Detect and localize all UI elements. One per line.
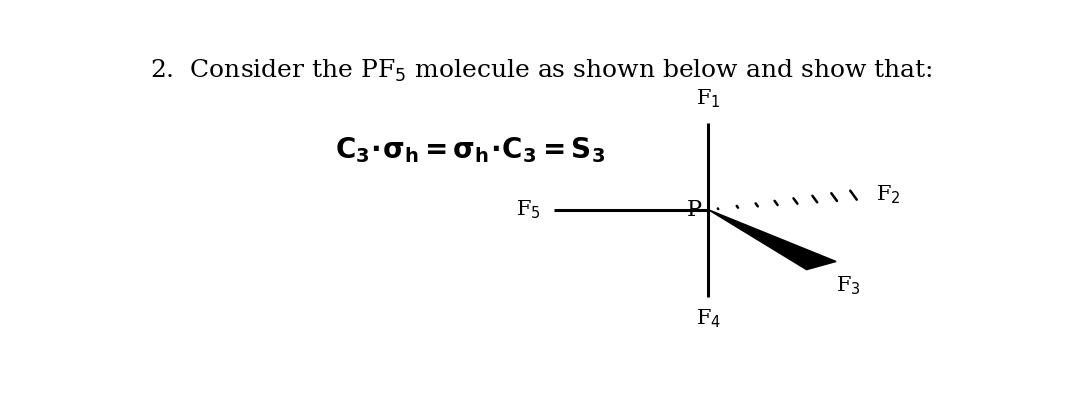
Polygon shape	[708, 210, 836, 270]
Text: F$_1$: F$_1$	[697, 88, 720, 110]
Text: F$_3$: F$_3$	[836, 275, 861, 297]
Text: F$_4$: F$_4$	[696, 307, 720, 330]
Text: P: P	[687, 199, 702, 221]
Text: F$_5$: F$_5$	[516, 198, 541, 221]
Text: $\mathbf{C_3 \!\cdot\! \sigma_h = \sigma_h \!\cdot\! C_3 = S_3}$: $\mathbf{C_3 \!\cdot\! \sigma_h = \sigma…	[335, 135, 605, 165]
Text: F$_2$: F$_2$	[876, 183, 901, 206]
Text: 2.  Consider the PF$_5$ molecule as shown below and show that:: 2. Consider the PF$_5$ molecule as shown…	[150, 58, 933, 84]
